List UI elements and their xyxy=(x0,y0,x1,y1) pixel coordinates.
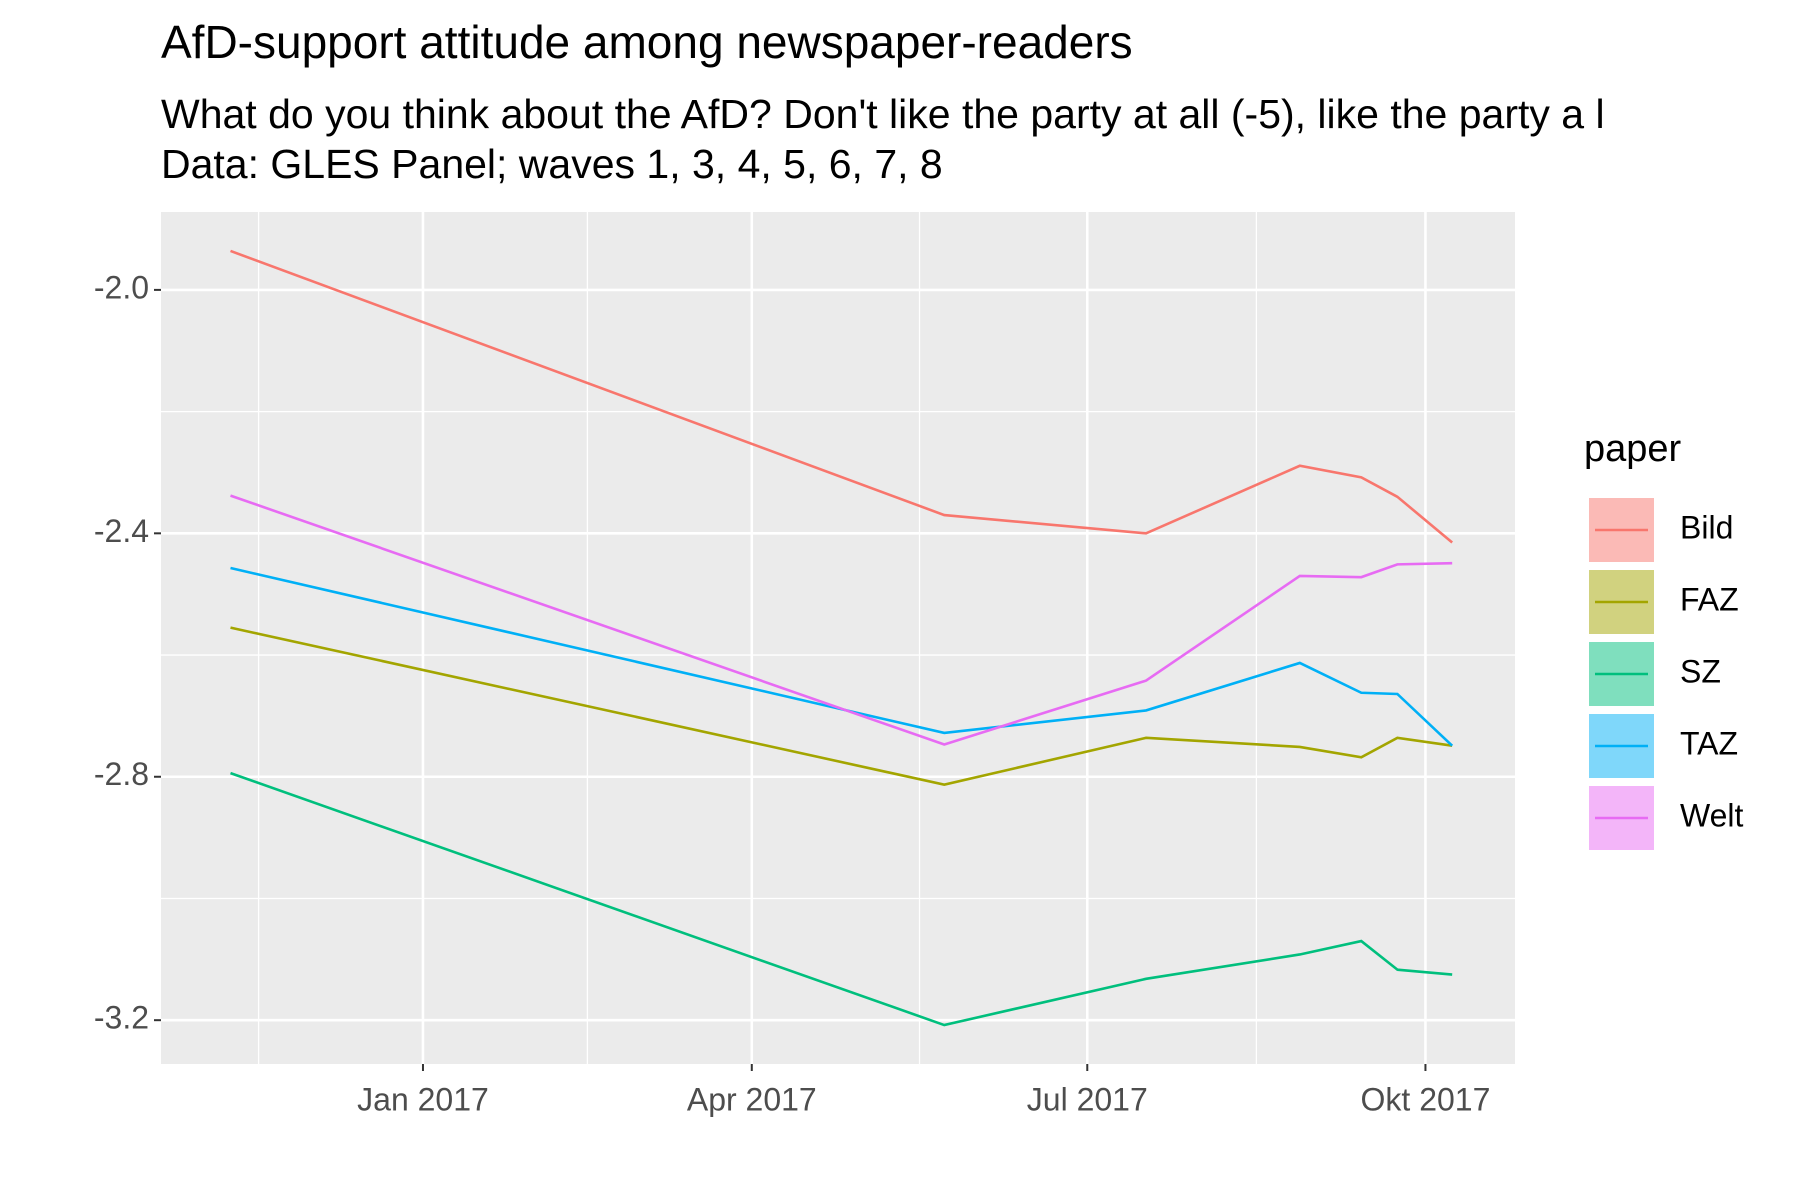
legend-label: Bild xyxy=(1680,509,1733,545)
y-tick-label: -2.8 xyxy=(94,756,149,792)
chart-title: AfD-support attitude among newspaper-rea… xyxy=(161,16,1133,68)
x-tick-label: Jan 2017 xyxy=(357,1081,489,1117)
legend-title: paper xyxy=(1584,428,1682,470)
legend-label: SZ xyxy=(1680,653,1721,689)
series-line xyxy=(230,249,1454,544)
series-line xyxy=(230,494,1453,746)
plot-panel xyxy=(161,212,1515,1064)
legend-label: FAZ xyxy=(1680,581,1739,617)
grid xyxy=(161,212,1515,1064)
lines xyxy=(230,249,1454,1027)
x-tick-label: Apr 2017 xyxy=(687,1081,817,1117)
chart-subtitle: Data: GLES Panel; waves 1, 3, 4, 5, 6, 7… xyxy=(161,141,943,187)
series-line xyxy=(230,626,1453,787)
x-tick-label: Okt 2017 xyxy=(1361,1081,1491,1117)
series-line xyxy=(230,566,1454,747)
legend-label: Welt xyxy=(1680,797,1744,833)
y-tick-label: -2.0 xyxy=(94,269,149,305)
legend-label: TAZ xyxy=(1680,725,1738,761)
x-tick-label: Jul 2017 xyxy=(1027,1081,1148,1117)
y-tick-label: -2.4 xyxy=(94,513,149,549)
y-tick-label: -3.2 xyxy=(94,1000,149,1036)
series-line xyxy=(230,771,1453,1027)
chart-subtitle: What do you think about the AfD? Don't l… xyxy=(161,91,1605,137)
